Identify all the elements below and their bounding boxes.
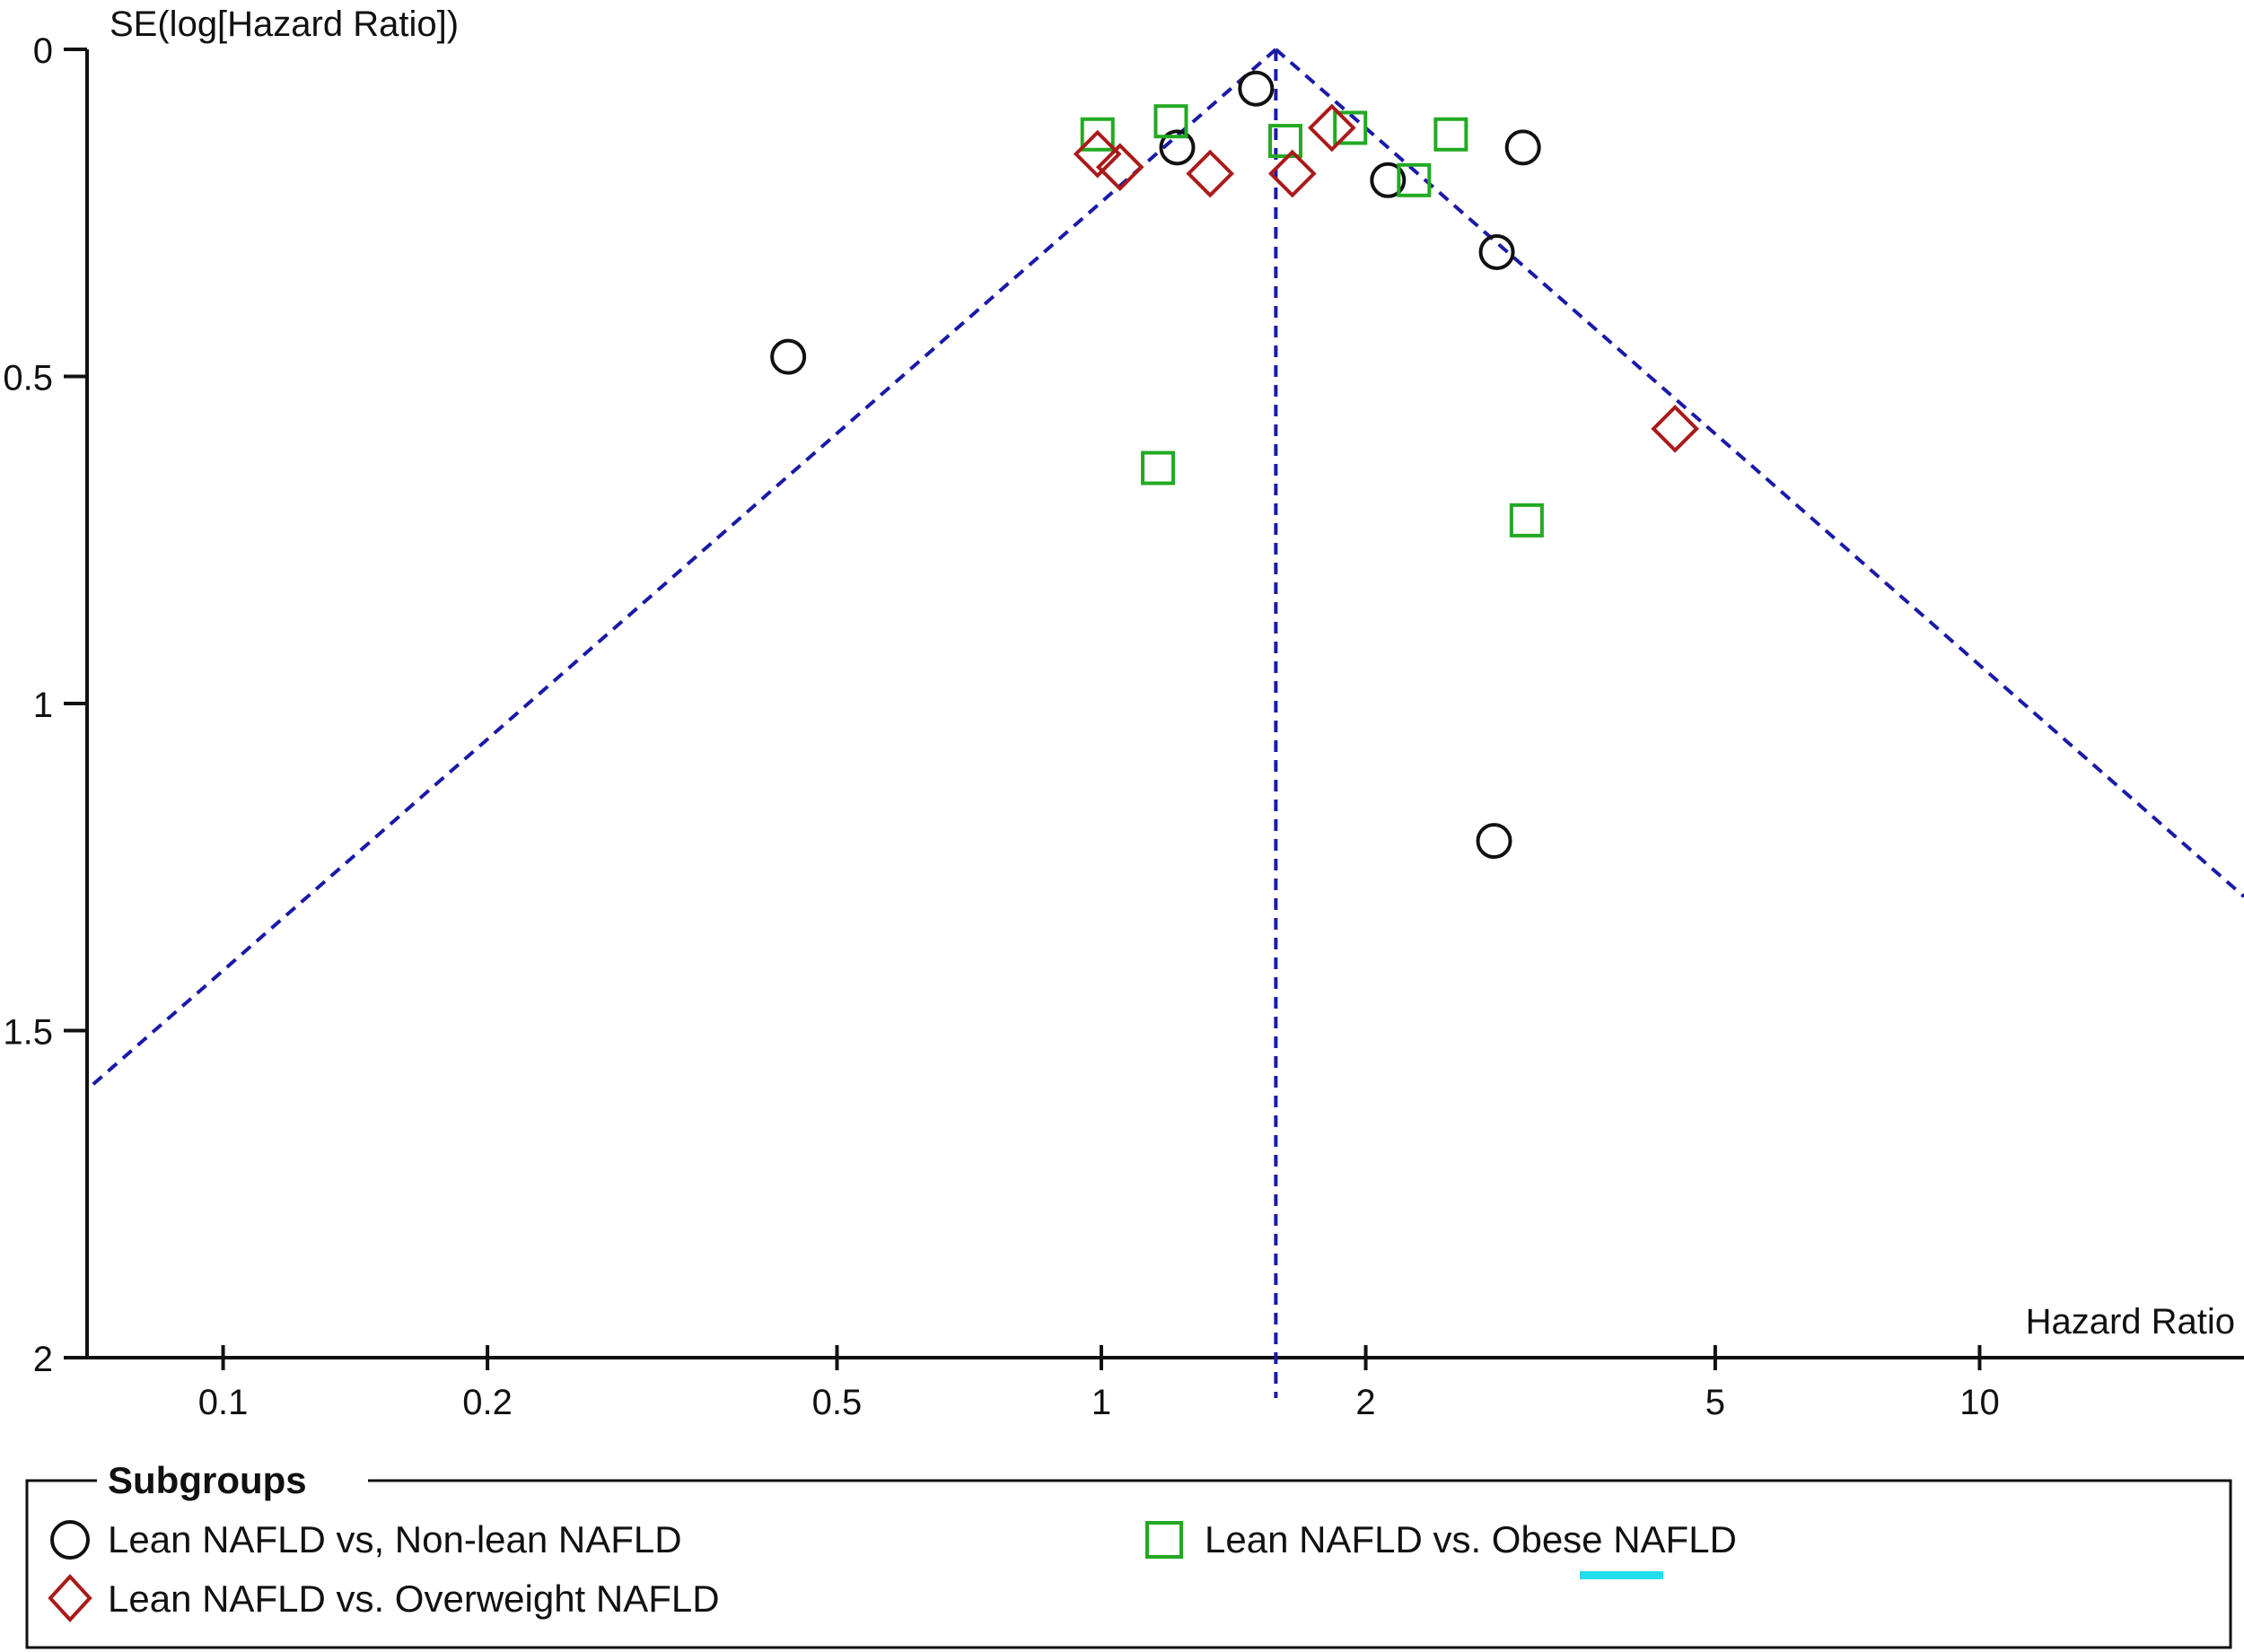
x-tick-label: 5 (1705, 1383, 1725, 1422)
point-overweight (1073, 129, 1122, 179)
point-obese (1333, 110, 1368, 145)
x-tick-label: 2 (1355, 1383, 1375, 1422)
y-tick-label: 2 (33, 1340, 53, 1379)
legend-label-overweight: Lean NAFLD vs. Overweight NAFLD (108, 1578, 720, 1620)
point-obese (1153, 104, 1188, 139)
point-overweight (1095, 143, 1144, 192)
point-obese (1397, 162, 1432, 197)
legend-label-non-lean: Lean NAFLD vs, Non-lean NAFLD (108, 1518, 682, 1560)
y-axis-title: SE(log[Hazard Ratio]) (110, 4, 459, 44)
x-tick-label: 10 (1959, 1383, 2000, 1422)
legend: Subgroups Lean NAFLD vs, Non-lean NAFLD … (25, 1459, 2232, 1649)
point-non-lean (1238, 70, 1275, 107)
point-obese (1268, 124, 1303, 159)
x-ticks: 0.1 0.2 0.5 1 2 5 10 (198, 1345, 2000, 1422)
legend-label-obese: Lean NAFLD vs. Obese NAFLD (1205, 1518, 1737, 1560)
legend-frame (25, 1479, 2232, 1649)
legend-title: Subgroups (108, 1459, 307, 1501)
point-non-lean (1478, 233, 1515, 270)
point-non-lean (1476, 823, 1512, 860)
point-non-lean (1159, 129, 1196, 166)
point-non-lean (1370, 162, 1407, 198)
funnel-left-limit (85, 48, 1277, 1091)
point-obese (1141, 450, 1176, 485)
y-tick-label: 1.5 (3, 1013, 53, 1053)
point-obese (1433, 117, 1468, 152)
x-tick-label: 0.1 (198, 1383, 249, 1422)
point-overweight (1186, 149, 1235, 198)
data-points (770, 70, 1699, 860)
x-tick-label: 1 (1091, 1383, 1111, 1422)
y-ticks: 0 0.5 1 1.5 2 (3, 31, 87, 1379)
legend-diamond-marker (48, 1574, 92, 1622)
point-overweight (1267, 149, 1317, 198)
point-obese (1080, 117, 1115, 152)
point-overweight (1651, 404, 1699, 453)
legend-circle-marker (50, 1520, 90, 1560)
point-non-lean (1504, 129, 1541, 166)
y-tick-label: 0 (33, 31, 53, 71)
funnel-lines (85, 48, 2244, 1398)
point-overweight (1307, 103, 1356, 153)
x-axis-title: Hazard Ratio (2026, 1302, 2235, 1342)
funnel-right-limit (1275, 48, 2244, 898)
y-tick-label: 1 (33, 686, 53, 725)
point-obese (1509, 503, 1544, 538)
point-non-lean (770, 338, 807, 375)
legend-square-marker (1145, 1521, 1183, 1559)
x-tick-label: 0.2 (462, 1383, 513, 1422)
x-tick-label: 0.5 (812, 1383, 863, 1422)
y-tick-label: 0.5 (3, 359, 53, 398)
highlight-underline-mark (1580, 1571, 1663, 1579)
